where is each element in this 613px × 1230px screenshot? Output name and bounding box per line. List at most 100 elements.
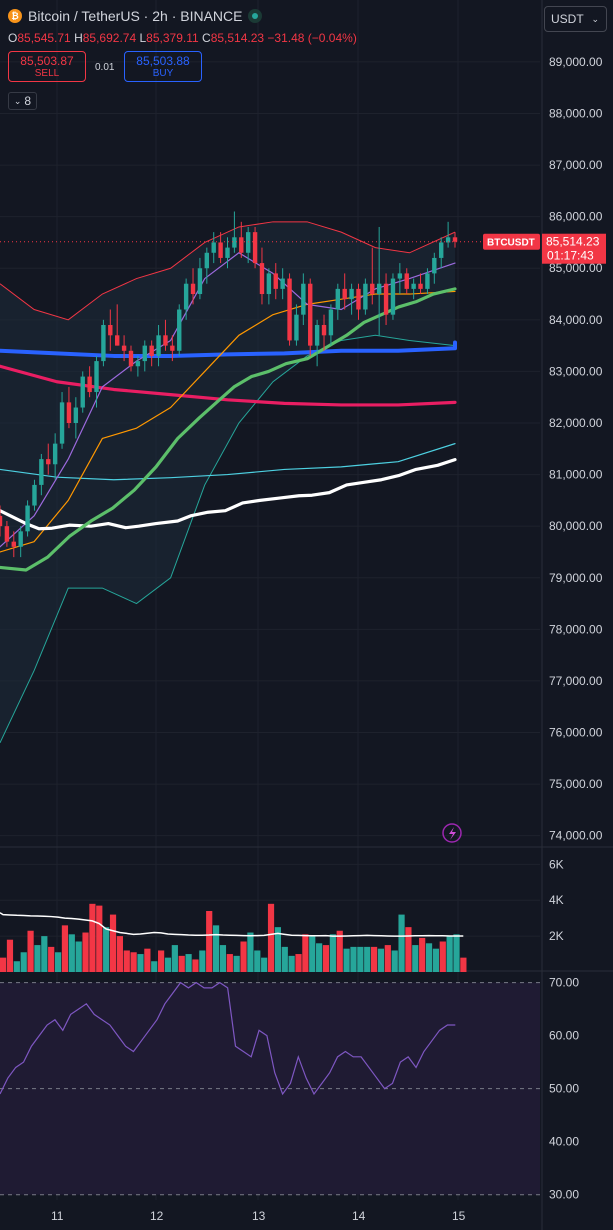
price-tick-label: 77,000.00	[549, 674, 603, 688]
price-tick-label: 87,000.00	[549, 158, 603, 172]
symbol-title[interactable]: Bitcoin / TetherUS · 2h · BINANCE	[28, 8, 243, 24]
volume-bar	[48, 946, 55, 972]
price-tick-label: 75,000.00	[549, 777, 603, 791]
moving-average-line	[0, 458, 457, 531]
bitcoin-icon: ₿	[8, 9, 22, 23]
lightning-icon-glyph	[449, 827, 456, 840]
volume-bar	[6, 939, 14, 972]
candle-body	[370, 283, 375, 295]
moving-average-line	[0, 290, 456, 553]
volume-bar	[281, 946, 288, 972]
indicators-toggle-button[interactable]: ⌄ 8	[8, 92, 37, 110]
lightning-icon[interactable]	[442, 823, 462, 843]
candle-body	[87, 376, 92, 393]
indicators-count: 8	[24, 94, 32, 108]
volume-bar	[89, 903, 96, 972]
sell-button[interactable]: 85,503.87 SELL	[8, 51, 86, 82]
candle-body	[280, 278, 285, 289]
volume-bar	[116, 936, 123, 972]
candle-body	[452, 237, 458, 242]
volume-bar	[377, 948, 385, 972]
volume-bar	[109, 914, 117, 972]
candle-body	[349, 288, 354, 300]
candle-body	[445, 237, 451, 243]
candle-body	[39, 459, 44, 485]
time-tick-label: 15	[452, 1209, 466, 1223]
candle-body	[190, 283, 196, 295]
volume-bar	[27, 930, 34, 972]
buy-label: BUY	[152, 68, 174, 79]
time-tick-label: 11	[51, 1209, 64, 1223]
candle-body	[32, 484, 37, 506]
candle-body	[225, 247, 230, 258]
price-tick-label: 78,000.00	[549, 622, 603, 636]
volume-bar	[82, 932, 89, 972]
volume-bar	[206, 911, 213, 972]
volume-bar	[171, 945, 178, 972]
price-tick-label: 76,000.00	[549, 726, 603, 740]
bollinger-upper-line	[0, 221, 456, 321]
volume-bar	[233, 955, 240, 972]
price-tick-label: 79,000.00	[549, 571, 603, 585]
candle-body	[301, 283, 306, 315]
volume-bar	[384, 945, 391, 972]
volume-bar	[453, 934, 460, 972]
candle-body	[128, 350, 134, 367]
time-tick-label: 12	[150, 1209, 164, 1223]
candle-body	[211, 242, 216, 253]
currency-label: USDT	[551, 12, 584, 26]
volume-tick-label: 4K	[549, 893, 564, 907]
volume-bar	[446, 936, 453, 972]
rsi-tick-label: 40.00	[549, 1135, 579, 1149]
last-price-box	[542, 233, 606, 264]
candle-body	[356, 288, 361, 310]
symbol-label-box	[483, 233, 540, 250]
volume-bar	[329, 934, 336, 972]
price-tick-label: 81,000.00	[549, 468, 603, 482]
candle-body	[404, 273, 409, 289]
candle-body	[363, 283, 368, 310]
currency-select[interactable]: USDT ⌄	[544, 6, 607, 32]
volume-bar	[192, 959, 199, 972]
candle-body	[177, 309, 182, 351]
candle-body	[411, 283, 416, 289]
candle-body	[11, 541, 16, 547]
moving-average-line	[0, 340, 457, 358]
volume-bar	[20, 952, 27, 972]
volume-bar	[295, 954, 302, 972]
candle-body	[73, 407, 79, 423]
volume-bar	[316, 943, 323, 972]
change-value: −31.48 (−0.04%)	[267, 31, 357, 45]
volume-bar	[61, 925, 69, 972]
rsi-tick-label: 50.00	[549, 1082, 579, 1096]
volume-bar	[199, 950, 206, 972]
chevron-down-icon: ⌄	[591, 13, 599, 24]
candle-body	[266, 273, 272, 295]
candle-body	[335, 288, 341, 310]
symbol-header[interactable]: ₿ Bitcoin / TetherUS · 2h · BINANCE	[8, 8, 263, 24]
volume-bar	[405, 927, 412, 972]
volume-bar	[34, 945, 41, 972]
last-price-label: 85,514.23	[546, 235, 600, 249]
buy-button[interactable]: 85,503.88 BUY	[124, 51, 202, 82]
volume-bar	[302, 934, 309, 972]
bollinger-lower-line	[0, 334, 456, 744]
volume-bar	[322, 945, 330, 972]
price-tick-label: 74,000.00	[549, 829, 603, 843]
rsi-line	[0, 981, 456, 1096]
candle-body	[390, 278, 396, 315]
volume-bar	[219, 945, 227, 972]
candle-body	[142, 345, 147, 362]
candle-body	[259, 263, 265, 295]
volume-bar	[432, 948, 440, 972]
spread-value: 0.01	[95, 62, 115, 73]
volume-bar	[75, 941, 82, 972]
volume-bar	[226, 954, 233, 972]
rsi-tick-label: 70.00	[549, 976, 579, 990]
candle-body	[294, 314, 299, 341]
candle-body	[0, 515, 3, 527]
price-tick-label: 80,000.00	[549, 519, 603, 533]
candle-body	[239, 237, 244, 253]
volume-bar	[240, 941, 247, 972]
